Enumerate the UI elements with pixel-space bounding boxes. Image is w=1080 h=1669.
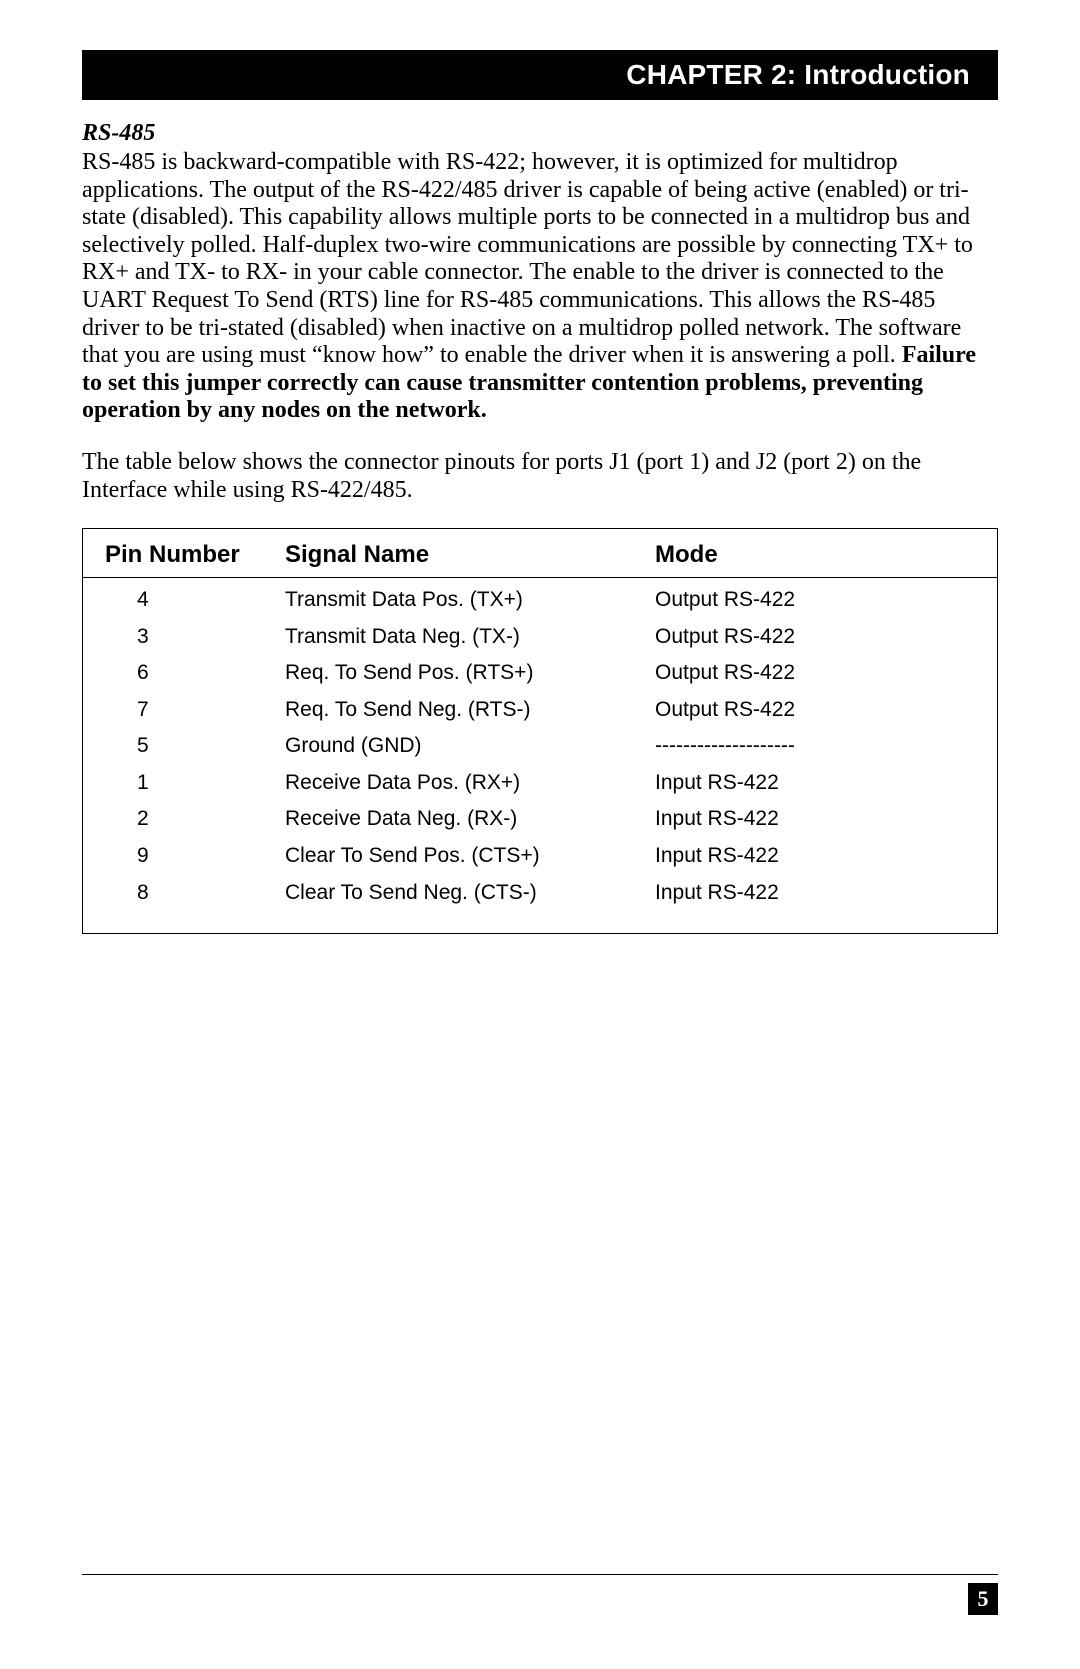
cell-signal: Req. To Send Pos. (RTS+) bbox=[285, 657, 655, 690]
cell-pin: 2 bbox=[105, 803, 285, 836]
pinout-table: Pin Number Signal Name Mode 4 Transmit D… bbox=[82, 528, 998, 934]
cell-pin: 3 bbox=[105, 621, 285, 654]
cell-mode: -------------------- bbox=[655, 730, 975, 763]
table-row: 1 Receive Data Pos. (RX+) Input RS-422 bbox=[83, 765, 997, 802]
body-paragraph-1: RS-485 is backward-compatible with RS-42… bbox=[82, 149, 998, 425]
col-header-signal: Signal Name bbox=[285, 541, 655, 569]
cell-pin: 9 bbox=[105, 840, 285, 873]
table-row: 3 Transmit Data Neg. (TX-) Output RS-422 bbox=[83, 619, 997, 656]
cell-signal: Receive Data Pos. (RX+) bbox=[285, 767, 655, 800]
p1-text: RS-485 is backward-compatible with RS-42… bbox=[82, 149, 973, 368]
page: CHAPTER 2: Introduction RS-485 RS-485 is… bbox=[0, 0, 1080, 1669]
cell-pin: 7 bbox=[105, 694, 285, 727]
table-row: 7 Req. To Send Neg. (RTS-) Output RS-422 bbox=[83, 692, 997, 729]
cell-signal: Clear To Send Neg. (CTS-) bbox=[285, 877, 655, 910]
cell-pin: 8 bbox=[105, 877, 285, 910]
cell-mode: Input RS-422 bbox=[655, 877, 975, 910]
table-header-row: Pin Number Signal Name Mode bbox=[83, 539, 997, 578]
col-header-pin: Pin Number bbox=[105, 541, 285, 569]
cell-signal: Transmit Data Neg. (TX-) bbox=[285, 621, 655, 654]
table-row: 4 Transmit Data Pos. (TX+) Output RS-422 bbox=[83, 582, 997, 619]
chapter-title: CHAPTER 2: Introduction bbox=[626, 59, 970, 91]
cell-signal: Transmit Data Pos. (TX+) bbox=[285, 584, 655, 617]
cell-signal: Ground (GND) bbox=[285, 730, 655, 763]
cell-pin: 1 bbox=[105, 767, 285, 800]
cell-mode: Output RS-422 bbox=[655, 694, 975, 727]
cell-pin: 5 bbox=[105, 730, 285, 763]
col-header-mode: Mode bbox=[655, 541, 975, 569]
table-row: 2 Receive Data Neg. (RX-) Input RS-422 bbox=[83, 801, 997, 838]
cell-mode: Input RS-422 bbox=[655, 840, 975, 873]
cell-pin: 6 bbox=[105, 657, 285, 690]
cell-signal: Receive Data Neg. (RX-) bbox=[285, 803, 655, 836]
cell-mode: Output RS-422 bbox=[655, 621, 975, 654]
table-row: 8 Clear To Send Neg. (CTS-) Input RS-422 bbox=[83, 875, 997, 912]
table-row: 6 Req. To Send Pos. (RTS+) Output RS-422 bbox=[83, 655, 997, 692]
body-paragraph-2: The table below shows the connector pino… bbox=[82, 449, 998, 504]
chapter-header: CHAPTER 2: Introduction bbox=[82, 50, 998, 100]
cell-pin: 4 bbox=[105, 584, 285, 617]
page-number: 5 bbox=[968, 1583, 998, 1615]
table-row: 9 Clear To Send Pos. (CTS+) Input RS-422 bbox=[83, 838, 997, 875]
cell-mode: Input RS-422 bbox=[655, 767, 975, 800]
cell-signal: Req. To Send Neg. (RTS-) bbox=[285, 694, 655, 727]
cell-mode: Output RS-422 bbox=[655, 657, 975, 690]
cell-mode: Input RS-422 bbox=[655, 803, 975, 836]
table-row: 5 Ground (GND) -------------------- bbox=[83, 728, 997, 765]
section-heading: RS-485 bbox=[82, 120, 998, 147]
cell-signal: Clear To Send Pos. (CTS+) bbox=[285, 840, 655, 873]
footer-rule bbox=[82, 1574, 998, 1575]
cell-mode: Output RS-422 bbox=[655, 584, 975, 617]
